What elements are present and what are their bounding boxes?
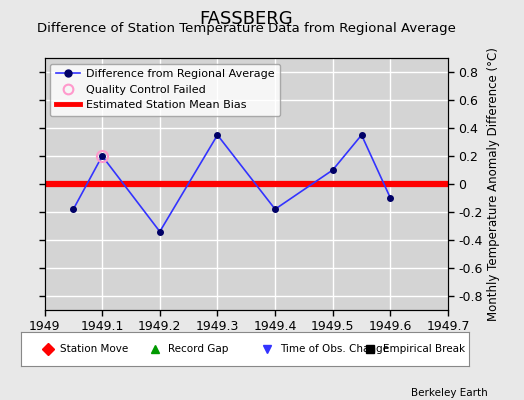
Y-axis label: Monthly Temperature Anomaly Difference (°C): Monthly Temperature Anomaly Difference (… [487, 47, 500, 321]
Text: Empirical Break: Empirical Break [383, 344, 465, 354]
Text: Difference of Station Temperature Data from Regional Average: Difference of Station Temperature Data f… [37, 22, 456, 35]
Text: Time of Obs. Change: Time of Obs. Change [280, 344, 389, 354]
Legend: Difference from Regional Average, Quality Control Failed, Estimated Station Mean: Difference from Regional Average, Qualit… [50, 64, 280, 116]
Text: FASSBERG: FASSBERG [200, 10, 293, 28]
Text: Record Gap: Record Gap [168, 344, 228, 354]
Text: Station Move: Station Move [60, 344, 128, 354]
Text: Berkeley Earth: Berkeley Earth [411, 388, 487, 398]
